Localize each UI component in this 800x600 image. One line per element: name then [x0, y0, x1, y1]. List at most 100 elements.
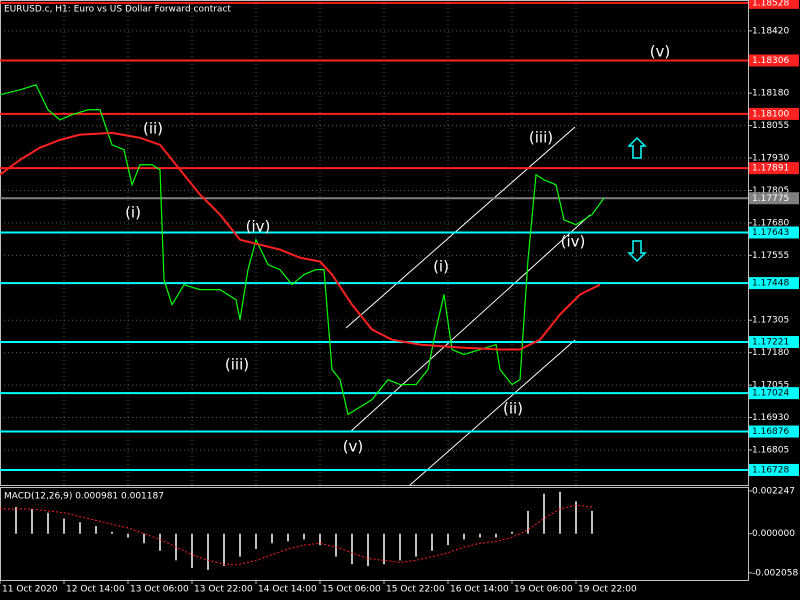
macd-y-tick-label: -0.002058	[752, 568, 798, 578]
x-tick-label: 13 Oct 22:00	[194, 585, 253, 595]
channel-line	[349, 214, 591, 433]
macd-bar	[111, 531, 113, 534]
macd-bar	[0, 510, 1, 534]
y-tick-label: 1.17055	[752, 381, 789, 391]
macd-bar	[415, 533, 417, 557]
macd-bar	[367, 533, 369, 567]
x-tick-label: 19 Oct 06:00	[514, 585, 573, 595]
x-tick-label: 13 Oct 06:00	[130, 585, 189, 595]
macd-bar	[463, 533, 465, 540]
level-label: 1.18306	[752, 56, 789, 66]
macd-bar	[159, 533, 161, 551]
chart-title: EURUSD.c, H1: Euro vs US Dollar Forward …	[4, 5, 231, 15]
level-label: 1.18528	[752, 0, 789, 8]
macd-bar	[127, 533, 129, 538]
y-tick-label: 1.17180	[752, 348, 789, 358]
macd-bar	[559, 491, 561, 534]
wave-label: (iv)	[246, 218, 271, 236]
level-label-box	[749, 387, 799, 400]
macd-bar	[335, 533, 337, 557]
macd-bar	[543, 493, 545, 534]
level-label-box	[749, 463, 799, 476]
macd-bar	[223, 533, 225, 567]
macd-bar	[271, 533, 273, 544]
y-tick-label: 1.17805	[752, 186, 789, 196]
y-tick-label: 1.17930	[752, 154, 789, 164]
macd-bar	[15, 507, 17, 534]
y-tick-label: 1.17680	[752, 218, 789, 228]
x-tick-label: 14 Oct 14:00	[258, 585, 317, 595]
macd-bar	[495, 533, 497, 538]
level-label: 1.16876	[752, 427, 789, 437]
level-label-box	[749, 192, 799, 205]
macd-bar	[143, 533, 145, 544]
moving-average	[0, 131, 601, 351]
x-tick-label: 15 Oct 22:00	[386, 585, 445, 595]
macd-y-tick-label: 0.000000	[752, 529, 795, 539]
level-label-box	[749, 425, 799, 438]
x-tick-label: 12 Oct 14:00	[66, 585, 125, 595]
wave-label: (v)	[343, 438, 364, 456]
macd-bar	[447, 533, 449, 546]
level-label-box	[749, 162, 799, 175]
y-tick-label: 1.17305	[752, 316, 789, 326]
macd-bar	[79, 522, 81, 534]
wave-label: (i)	[125, 204, 141, 222]
wave-label: (iv)	[561, 233, 586, 251]
wave-label: (iii)	[225, 356, 249, 374]
grid	[0, 0, 748, 485]
macd-bar	[255, 533, 257, 549]
macd-bar	[191, 533, 193, 568]
channel-line	[345, 126, 576, 329]
macd-title: MACD(12,26,9) 0.000981 0.001187	[4, 492, 164, 502]
level-label-box	[749, 107, 799, 120]
level-label: 1.17448	[752, 279, 789, 289]
down-arrow	[627, 240, 647, 263]
level-label: 1.17891	[752, 164, 789, 174]
level-label: 1.17775	[752, 194, 789, 204]
level-label: 1.18100	[752, 109, 789, 119]
macd-bar	[47, 512, 49, 534]
y-tick-label: 1.16805	[752, 445, 789, 455]
level-label: 1.17221	[752, 338, 789, 348]
macd-bar	[591, 510, 593, 534]
x-tick-label: 19 Oct 22:00	[578, 585, 637, 595]
wave-label: (iii)	[529, 129, 553, 147]
level-label-box	[749, 336, 799, 349]
macd-y-tick-label: 0.002247	[752, 486, 795, 496]
wave-label: (ii)	[143, 120, 163, 138]
level-label-box	[749, 54, 799, 67]
macd-bar	[287, 533, 289, 542]
level-label-box	[749, 226, 799, 239]
macd-bar	[383, 533, 385, 565]
level-label: 1.16728	[752, 465, 789, 475]
macd-bar	[527, 510, 529, 534]
macd-bar	[31, 508, 33, 534]
channel-line	[409, 339, 576, 486]
up-arrow	[627, 136, 647, 159]
y-tick-label: 1.18055	[752, 121, 789, 131]
level-label-box	[749, 0, 799, 9]
wave-label: (v)	[650, 43, 671, 61]
y-tick-label: 1.18180	[752, 89, 789, 99]
x-tick-label: 15 Oct 06:00	[322, 585, 381, 595]
macd-bar	[479, 533, 481, 538]
macd-bar	[351, 533, 353, 565]
y-tick-label: 1.16930	[752, 413, 789, 423]
macd-bar	[511, 531, 513, 534]
macd-bar	[319, 533, 321, 546]
price-line	[0, 84, 605, 416]
macd-bar	[95, 526, 97, 534]
macd-bar	[431, 533, 433, 551]
macd-bar	[207, 533, 209, 570]
x-tick-label: 16 Oct 14:00	[450, 585, 509, 595]
level-label-box	[749, 277, 799, 290]
macd-bar	[63, 518, 65, 534]
level-label: 1.17643	[752, 228, 789, 238]
y-tick-label: 1.17555	[752, 251, 789, 261]
wave-label: (ii)	[503, 400, 523, 418]
macd-bar	[239, 533, 241, 557]
x-tick-label: 11 Oct 2020	[2, 585, 58, 595]
